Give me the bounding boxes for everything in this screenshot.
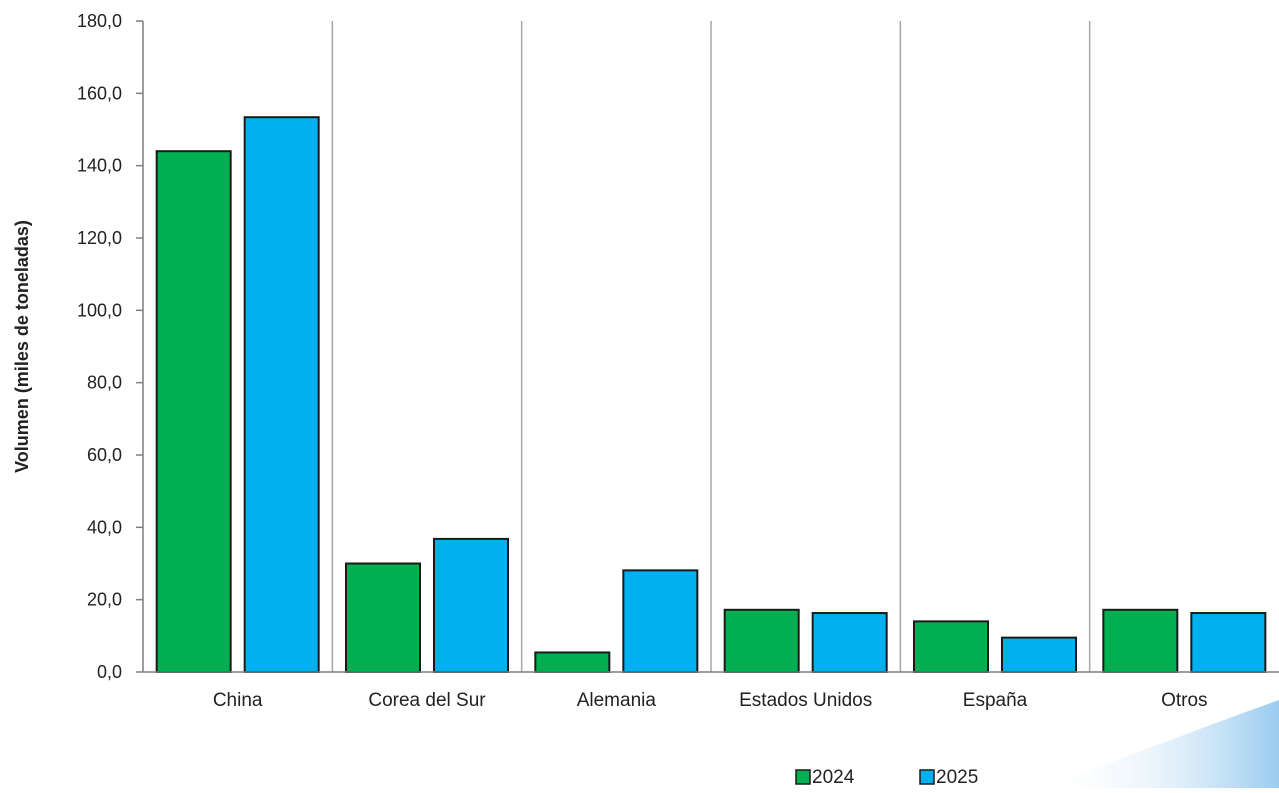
- x-tick-label: Alemania: [577, 690, 657, 711]
- y-tick-label: 120,0: [77, 228, 122, 248]
- y-tick-label: 0,0: [97, 662, 122, 682]
- x-tick-label: Otros: [1161, 690, 1207, 711]
- x-tick-label: Corea del Sur: [368, 690, 486, 711]
- y-tick-label: 40,0: [87, 517, 122, 537]
- bar-2025-china: [243, 116, 320, 674]
- y-tick-label: 160,0: [77, 83, 122, 103]
- decorative-swoosh: [1040, 700, 1279, 788]
- y-axis-title: Volumen (miles de toneladas): [12, 220, 32, 473]
- bar-2024-corea-del-sur: [345, 562, 421, 673]
- bar-2025-alemania: [622, 569, 699, 673]
- bar-2025-españa: [1001, 636, 1077, 673]
- x-tick-label: Estados Unidos: [739, 690, 872, 711]
- bar-2024-otros: [1102, 608, 1179, 673]
- bar-2024-alemania: [534, 651, 611, 673]
- x-tick-label: España: [963, 690, 1028, 711]
- bar-2025-estados-unidos: [811, 612, 888, 674]
- legend-label-2024: 2024: [812, 767, 855, 788]
- x-tick-label: China: [213, 690, 263, 711]
- bar-2025-corea-del-sur: [433, 537, 509, 674]
- legend-swatch-2025: [919, 769, 935, 785]
- y-tick-label: 80,0: [87, 373, 122, 393]
- y-tick-label: 100,0: [77, 300, 122, 320]
- bar-2024-china: [155, 150, 232, 673]
- y-tick-label: 20,0: [87, 590, 122, 610]
- legend-swatch-2024: [795, 769, 811, 785]
- y-tick-label: 60,0: [87, 445, 122, 465]
- bar-2025-otros: [1190, 612, 1267, 674]
- bar-2024-españa: [913, 620, 989, 673]
- y-tick-label: 140,0: [77, 156, 122, 176]
- legend-label-2025: 2025: [936, 767, 978, 788]
- y-tick-label: 180,0: [77, 11, 122, 31]
- bar-2024-estados-unidos: [723, 608, 800, 673]
